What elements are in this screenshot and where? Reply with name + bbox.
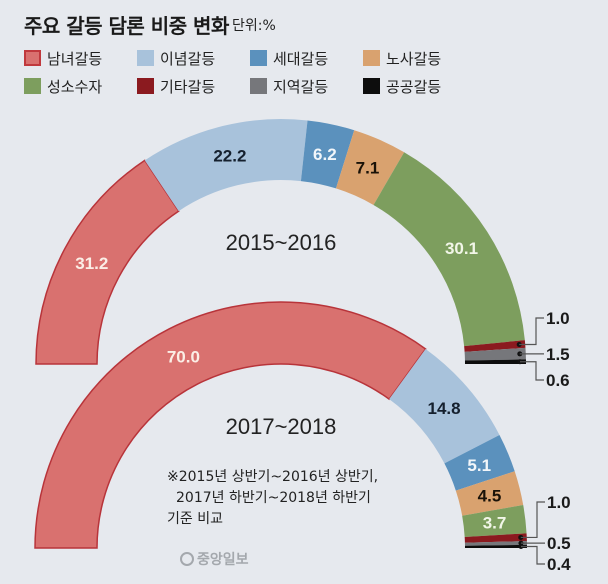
value-label: 22.2 — [213, 147, 246, 166]
arc-segment — [300, 120, 355, 189]
legend-swatch — [250, 50, 267, 66]
arc-segment — [35, 159, 180, 365]
arc-segment — [464, 544, 527, 548]
copyright-icon — [180, 552, 194, 566]
unit-label: 단위:% — [232, 18, 276, 34]
legend-label: 기타갈등 — [160, 77, 216, 96]
legend-item: 기타갈등 — [137, 75, 250, 97]
legend-label: 공공갈등 — [386, 77, 442, 96]
period-label: 2015~2016 — [226, 230, 337, 255]
value-label: 31.2 — [75, 254, 108, 273]
value-label: 4.5 — [478, 487, 502, 506]
legend-item: 지역갈등 — [250, 75, 363, 97]
value-label: 0.4 — [547, 555, 571, 574]
value-label: 1.0 — [547, 493, 571, 512]
legend-swatch — [137, 78, 154, 94]
legend-item: 공공갈등 — [363, 75, 476, 97]
arc-segment — [464, 359, 526, 364]
arc-segment — [462, 504, 527, 538]
legend-label: 이념갈등 — [160, 49, 216, 68]
legend-label: 성소수자 — [47, 77, 103, 96]
legend-swatch — [363, 78, 380, 94]
arc-segment — [389, 348, 500, 464]
legend-swatch — [250, 78, 267, 94]
arc-segment — [444, 434, 515, 491]
footnote: ※2015년 상반기~2016년 상반기, 2017년 하반기~2018년 하반… — [167, 467, 378, 530]
arc-segment — [464, 347, 526, 361]
arc-segment — [464, 533, 527, 543]
value-label: 7.1 — [356, 159, 380, 178]
arc-segment — [144, 119, 308, 212]
footnote-line: 2017년 하반기~2018년 하반기 — [176, 490, 371, 506]
value-label: 6.2 — [313, 145, 337, 164]
chart-title: 주요 갈등 담론 비중 변화 — [24, 14, 229, 38]
source-credit: 중앙일보 — [180, 549, 249, 569]
arc-segment — [335, 130, 405, 205]
legend-label: 남녀갈등 — [47, 49, 103, 68]
legend-label: 지역갈등 — [273, 77, 329, 96]
value-label: 3.7 — [483, 514, 507, 533]
period-label: 2017~2018 — [226, 414, 337, 439]
footnote-line: ※2015년 상반기~2016년 상반기, — [167, 469, 379, 485]
callout-line — [519, 317, 544, 346]
legend-item: 이념갈등 — [137, 47, 250, 69]
legend-swatch — [24, 78, 41, 94]
callout-line — [519, 361, 544, 381]
footnote-line: 기준 비교 — [167, 511, 223, 527]
value-label: 0.6 — [546, 371, 570, 390]
legend-label: 세대갈등 — [273, 49, 329, 68]
arc-segment — [455, 471, 524, 516]
value-label: 5.1 — [467, 456, 491, 475]
arc-segment — [464, 340, 526, 352]
legend-item: 남녀갈등 — [24, 47, 137, 69]
legend-swatch — [24, 50, 41, 66]
legend-swatch — [363, 50, 380, 66]
arc-segment — [464, 541, 527, 546]
legend-item: 노사갈등 — [363, 47, 476, 69]
legend-label: 노사갈등 — [386, 49, 442, 68]
callout-line — [520, 545, 545, 565]
arc-segment — [34, 301, 427, 549]
callout-line — [520, 501, 545, 539]
value-label: 70.0 — [167, 347, 200, 366]
legend-item: 세대갈등 — [250, 47, 363, 69]
value-label: 30.1 — [445, 239, 478, 258]
value-label: 1.0 — [546, 309, 570, 328]
value-label: 1.5 — [546, 345, 570, 364]
legend-item: 성소수자 — [24, 75, 137, 97]
value-label: 14.8 — [428, 399, 461, 418]
arc-segment — [373, 152, 525, 347]
source-label: 중앙일보 — [197, 552, 249, 568]
value-label: 0.5 — [547, 534, 571, 553]
legend-swatch — [137, 50, 154, 66]
